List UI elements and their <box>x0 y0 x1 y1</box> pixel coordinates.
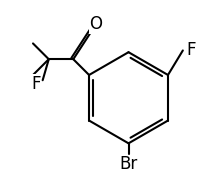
Text: F: F <box>186 41 196 59</box>
Text: F: F <box>31 75 40 93</box>
Text: Br: Br <box>119 155 138 173</box>
Text: O: O <box>90 15 103 33</box>
